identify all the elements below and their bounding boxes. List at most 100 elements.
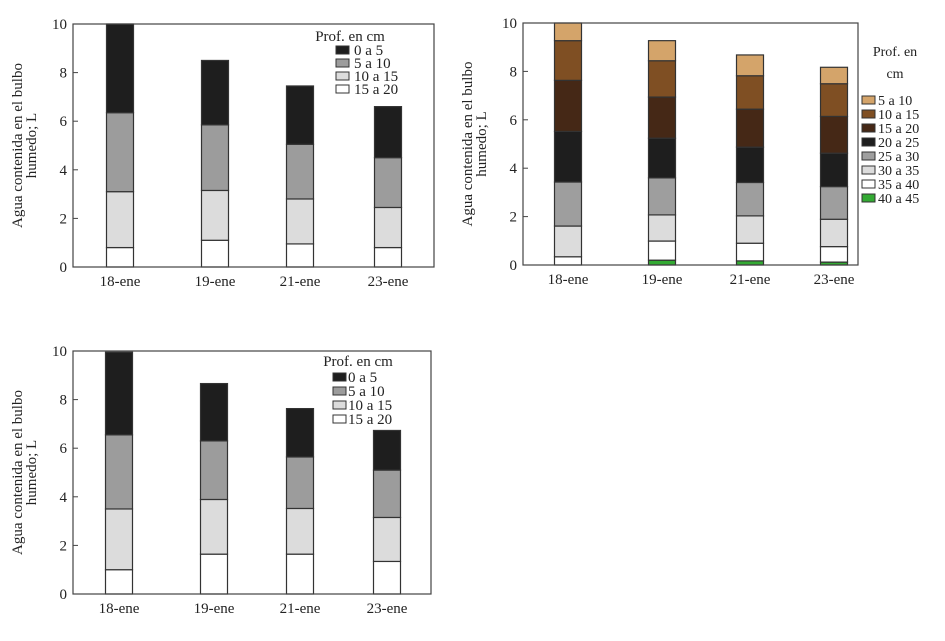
legend-swatch bbox=[861, 137, 876, 147]
bar-segment-15-a-20 bbox=[285, 243, 315, 268]
chart-3: 18-ene 19-ene 21-ene 23-ene 0 2 4 6 8 10 Agua cont… bbox=[10, 344, 432, 617]
bar-segment-30-a-35 bbox=[819, 218, 849, 248]
y-tick-label: 8 bbox=[510, 64, 518, 80]
bar-segment-10-a-15 bbox=[819, 83, 849, 118]
bar-segment-0-a-5 bbox=[372, 429, 402, 471]
legend-title: Prof. en bbox=[873, 45, 917, 60]
bar-segment-35-a-40 bbox=[735, 242, 765, 262]
y-tick-label: 6 bbox=[60, 441, 68, 457]
bar-segment-10-a-15 bbox=[553, 40, 583, 81]
legend-label: 25 a 30 bbox=[878, 150, 919, 165]
legend-swatch bbox=[335, 71, 350, 81]
legend-title: Prof. en cm bbox=[323, 354, 393, 370]
bar-segment-30-a-35 bbox=[647, 214, 677, 242]
bar-segment-20-a-25 bbox=[647, 137, 677, 179]
bar-segment-10-a-15 bbox=[199, 498, 229, 555]
bar-segment-15-a-20 bbox=[373, 246, 403, 268]
bar-segment-15-a-20 bbox=[285, 553, 315, 595]
bar-segment-15-a-20 bbox=[553, 79, 583, 133]
bar-segment-30-a-35 bbox=[553, 225, 583, 258]
bar-segment-5-a-10 bbox=[104, 434, 134, 510]
bar-segment-25-a-30 bbox=[647, 177, 677, 216]
bar-segment-5-a-10 bbox=[199, 440, 229, 501]
bar-segment-5-a-10 bbox=[373, 157, 403, 209]
y-tick-label: 10 bbox=[52, 344, 67, 360]
legend-label: 15 a 20 bbox=[354, 82, 398, 98]
x-tick-label: 21-ene bbox=[280, 274, 321, 290]
bar-segment-5-a-10 bbox=[105, 112, 135, 193]
bar-segment-0-a-5 bbox=[104, 351, 134, 436]
bar-segment-5-a-10 bbox=[553, 22, 583, 42]
y-tick-label: 10 bbox=[502, 16, 517, 32]
bar-segment-20-a-25 bbox=[553, 130, 583, 183]
legend-swatch bbox=[332, 414, 347, 424]
legend-swatch bbox=[861, 123, 876, 133]
x-tick-label: 23-ene bbox=[367, 601, 408, 617]
y-tick-label: 10 bbox=[52, 17, 67, 33]
legend-label: 10 a 15 bbox=[354, 69, 398, 85]
bar-segment-10-a-15 bbox=[647, 60, 677, 98]
y-tick-label: 6 bbox=[510, 113, 518, 129]
y-tick-label: 4 bbox=[60, 163, 68, 179]
legend-label: 10 a 15 bbox=[348, 398, 392, 414]
legend-swatch bbox=[335, 45, 350, 55]
bar-segment-0-a-5 bbox=[373, 106, 403, 159]
bar-segment-15-a-20 bbox=[372, 560, 402, 595]
x-tick-label: 18-ene bbox=[100, 274, 141, 290]
x-tick-label: 21-ene bbox=[280, 601, 321, 617]
legend-label: 5 a 10 bbox=[878, 94, 912, 109]
plot-frame bbox=[522, 22, 859, 266]
bar-segment-0-a-5 bbox=[285, 407, 315, 458]
bar-segment-30-a-35 bbox=[735, 215, 765, 244]
legend-swatch bbox=[332, 372, 347, 382]
bar-segment-5-a-10 bbox=[200, 124, 230, 192]
legend-label: 5 a 10 bbox=[354, 56, 391, 72]
legend-label: 15 a 20 bbox=[878, 122, 919, 137]
legend-swatch bbox=[332, 386, 347, 396]
plot-frame bbox=[72, 23, 435, 268]
bar-segment-10-a-15 bbox=[104, 508, 134, 571]
bar-segment-15-a-20 bbox=[105, 246, 135, 268]
legend-title: Prof. en cm bbox=[315, 29, 385, 45]
bar-segment-40-a-45 bbox=[735, 260, 765, 266]
legend-swatch bbox=[861, 193, 876, 203]
x-tick-label: 23-ene bbox=[814, 272, 855, 288]
legend-label: 30 a 35 bbox=[878, 164, 919, 179]
bar-segment-35-a-40 bbox=[647, 240, 677, 261]
bar-segment-5-a-10 bbox=[285, 456, 315, 510]
x-tick-label: 23-ene bbox=[368, 274, 409, 290]
legend-swatch bbox=[861, 165, 876, 175]
bar-segment-15-a-20 bbox=[104, 569, 134, 595]
legend-swatch bbox=[335, 84, 350, 94]
y-axis-label: humedo; L bbox=[474, 111, 490, 176]
bar-segment-15-a-20 bbox=[199, 553, 229, 595]
bar-segment-35-a-40 bbox=[553, 256, 583, 266]
x-tick-label: 18-ene bbox=[99, 601, 140, 617]
bar-segment-10-a-15 bbox=[372, 516, 402, 563]
y-axis-label: humedo; L bbox=[24, 113, 40, 178]
y-axis-label: humedo; L bbox=[24, 440, 40, 505]
y-axis-label: Agua contenida en el bulbo bbox=[10, 63, 26, 228]
legend-label: 0 a 5 bbox=[348, 370, 377, 386]
plot-frame bbox=[72, 350, 432, 595]
legend-swatch bbox=[861, 109, 876, 119]
legend-swatch bbox=[335, 58, 350, 68]
y-tick-label: 6 bbox=[60, 114, 68, 130]
bar-segment-15-a-20 bbox=[200, 239, 230, 268]
bar-segment-10-a-15 bbox=[285, 507, 315, 555]
bar-segment-40-a-45 bbox=[647, 259, 677, 266]
bar-segment-0-a-5 bbox=[200, 59, 230, 126]
y-tick-label: 4 bbox=[510, 161, 518, 177]
x-tick-label: 19-ene bbox=[195, 274, 236, 290]
x-tick-label: 21-ene bbox=[730, 272, 771, 288]
legend-swatch bbox=[332, 400, 347, 410]
bar-segment-25-a-30 bbox=[819, 185, 849, 220]
x-tick-label: 18-ene bbox=[548, 272, 589, 288]
bar-segment-25-a-30 bbox=[553, 181, 583, 227]
bar-segment-10-a-15 bbox=[373, 206, 403, 249]
bar-segment-10-a-15 bbox=[735, 75, 765, 110]
y-tick-label: 4 bbox=[60, 490, 68, 506]
bar-segment-25-a-30 bbox=[735, 181, 765, 217]
y-tick-label: 2 bbox=[510, 210, 518, 226]
